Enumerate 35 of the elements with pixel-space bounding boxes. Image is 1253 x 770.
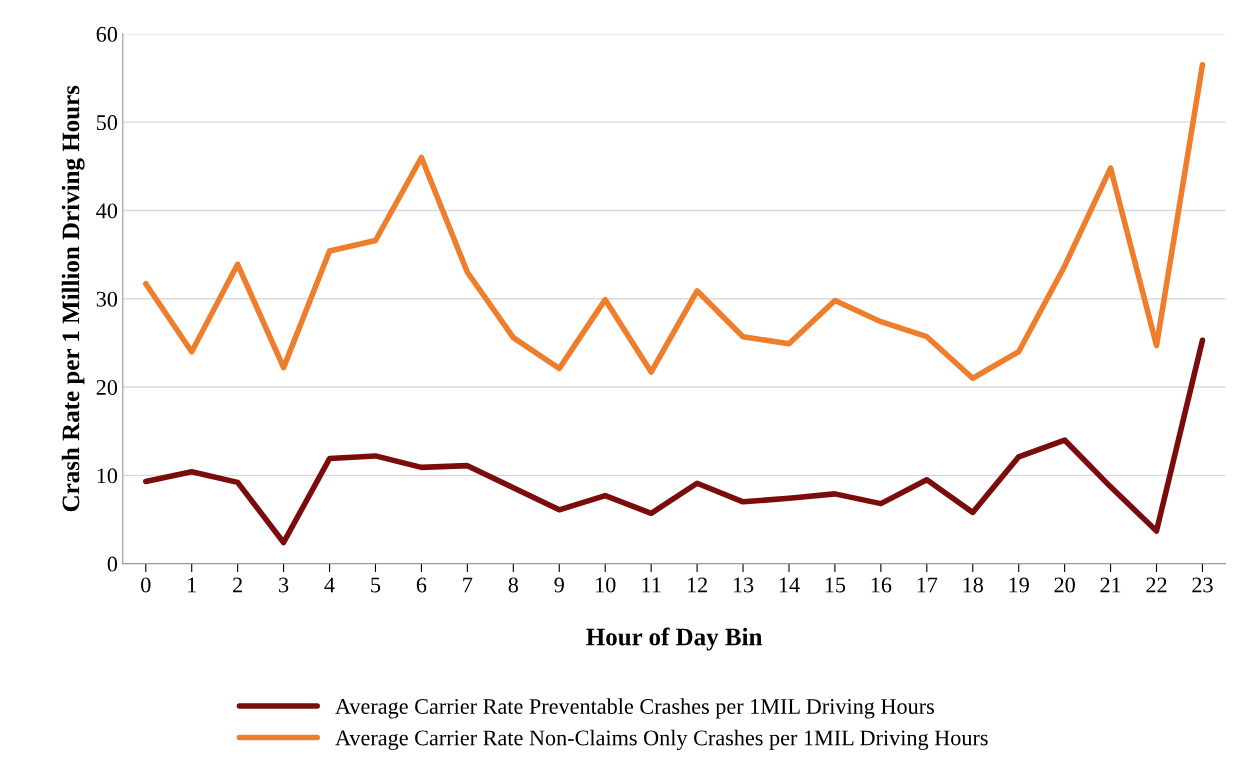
x-tick-label: 4 bbox=[324, 577, 335, 593]
x-tick-label: 21 bbox=[1100, 577, 1121, 593]
y-tick-label: 40 bbox=[96, 203, 118, 219]
x-tick-label: 15 bbox=[825, 577, 846, 593]
x-tick-label: 14 bbox=[779, 577, 800, 593]
x-tick-label: 16 bbox=[871, 577, 892, 593]
legend-label: Average Carrier Rate Non-Claims Only Crashes per 1MIL Driving Hours bbox=[335, 729, 988, 750]
y-tick-label: 50 bbox=[97, 115, 118, 131]
y-tick-label: 20 bbox=[96, 379, 118, 395]
x-tick-label: 13 bbox=[733, 577, 754, 593]
x-tick-label: 20 bbox=[1054, 577, 1075, 593]
x-tick-label: 8 bbox=[508, 577, 519, 593]
legend-label: Average Carrier Rate Preventable Crashes per 1MIL Driving Hours bbox=[335, 698, 934, 719]
x-tick-label: 1 bbox=[188, 577, 196, 593]
x-tick-label: 19 bbox=[1009, 577, 1029, 593]
x-tick-label: 12 bbox=[687, 577, 707, 593]
x-tick-label: 6 bbox=[416, 577, 427, 593]
x-tick-label: 3 bbox=[279, 577, 289, 593]
x-tick-label: 22 bbox=[1146, 577, 1167, 593]
x-tick-label: 7 bbox=[463, 577, 473, 593]
x-tick-label: 18 bbox=[963, 577, 984, 593]
y-axis-title: Crash Rate per 1 Million Driving Hours bbox=[61, 85, 85, 512]
x-tick-label: 23 bbox=[1192, 577, 1213, 593]
x-tick-label: 2 bbox=[233, 577, 242, 593]
x-tick-label: 11 bbox=[642, 577, 661, 593]
x-tick-label: 0 bbox=[141, 577, 151, 593]
y-tick-label: 0 bbox=[107, 556, 118, 572]
y-tick-label: 60 bbox=[96, 26, 118, 42]
x-tick-label: 9 bbox=[554, 577, 564, 593]
x-tick-label: 10 bbox=[596, 577, 616, 593]
x-axis-title: Hour of Day Bin bbox=[586, 627, 763, 651]
x-tick-label: 5 bbox=[371, 577, 381, 593]
y-tick-label: 10 bbox=[97, 468, 118, 484]
y-tick-label: 30 bbox=[96, 291, 118, 307]
x-tick-label: 17 bbox=[917, 577, 938, 593]
